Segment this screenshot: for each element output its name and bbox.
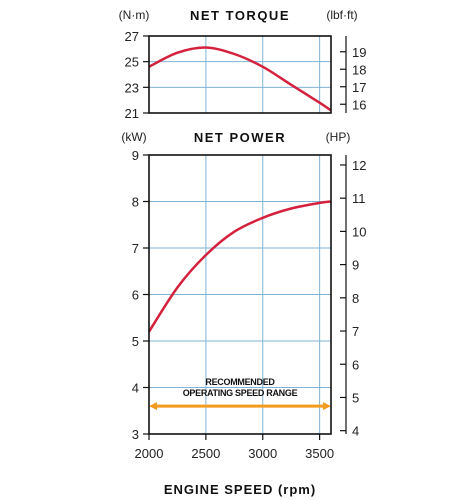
right-tick-label: 6 — [352, 357, 359, 372]
torque-left-axis: 21 23 25 27 — [125, 29, 149, 121]
range-label-line-1: RECOMMENDED — [205, 377, 275, 387]
left-tick-label: 6 — [132, 288, 139, 303]
x-tick-label: 2000 — [135, 446, 164, 461]
x-tick-label: 2500 — [191, 446, 220, 461]
right-tick-label: 19 — [352, 45, 366, 60]
right-tick-label: 10 — [352, 224, 366, 239]
torque-right-unit: (lbf·ft) — [326, 8, 357, 22]
right-tick-label: 16 — [352, 97, 366, 112]
torque-curve — [148, 46, 332, 112]
torque-left-unit: (N·m) — [119, 8, 150, 22]
right-tick-label: 5 — [352, 390, 359, 405]
power-right-axis: 4 5 6 7 8 9 10 11 12 — [340, 155, 366, 439]
left-tick-label: 4 — [132, 381, 139, 396]
left-tick-label: 8 — [132, 195, 139, 210]
right-tick-label: 11 — [352, 191, 366, 206]
right-tick-label: 7 — [352, 324, 359, 339]
right-tick-label: 18 — [352, 62, 366, 77]
power-panel: NET POWER (kW) (HP) RECOMMENDED OPERATIN… — [121, 130, 366, 497]
right-tick-label: 8 — [352, 291, 359, 306]
right-tick-label: 9 — [352, 258, 359, 273]
x-tick-label: 3500 — [305, 446, 334, 461]
left-tick-label: 9 — [132, 148, 139, 163]
torque-plot-frame — [148, 35, 332, 114]
x-axis: 2000 2500 3000 3500 — [135, 434, 334, 461]
left-tick-label: 7 — [132, 241, 139, 256]
torque-grid — [149, 36, 331, 113]
left-tick-label: 5 — [132, 334, 139, 349]
x-axis-label: ENGINE SPEED (rpm) — [164, 482, 316, 497]
x-tick-label: 3000 — [248, 446, 277, 461]
right-tick-label: 4 — [352, 424, 359, 439]
left-tick-label: 23 — [125, 80, 139, 95]
torque-title: NET TORQUE — [190, 8, 290, 23]
power-curve — [147, 200, 332, 333]
power-left-axis: 3 4 5 6 7 8 9 — [132, 148, 149, 442]
left-tick-label: 25 — [125, 55, 139, 70]
left-tick-label: 21 — [125, 106, 139, 121]
right-tick-label: 17 — [352, 80, 366, 95]
left-tick-label: 3 — [132, 427, 139, 442]
range-label-line-2: OPERATING SPEED RANGE — [183, 388, 298, 398]
power-left-unit: (kW) — [121, 130, 146, 144]
power-grid — [149, 155, 331, 434]
power-right-unit: (HP) — [326, 130, 351, 144]
power-title: NET POWER — [194, 130, 286, 145]
torque-right-axis: 16 17 18 19 — [340, 36, 366, 113]
left-tick-label: 27 — [125, 29, 139, 44]
right-tick-label: 12 — [352, 158, 366, 173]
